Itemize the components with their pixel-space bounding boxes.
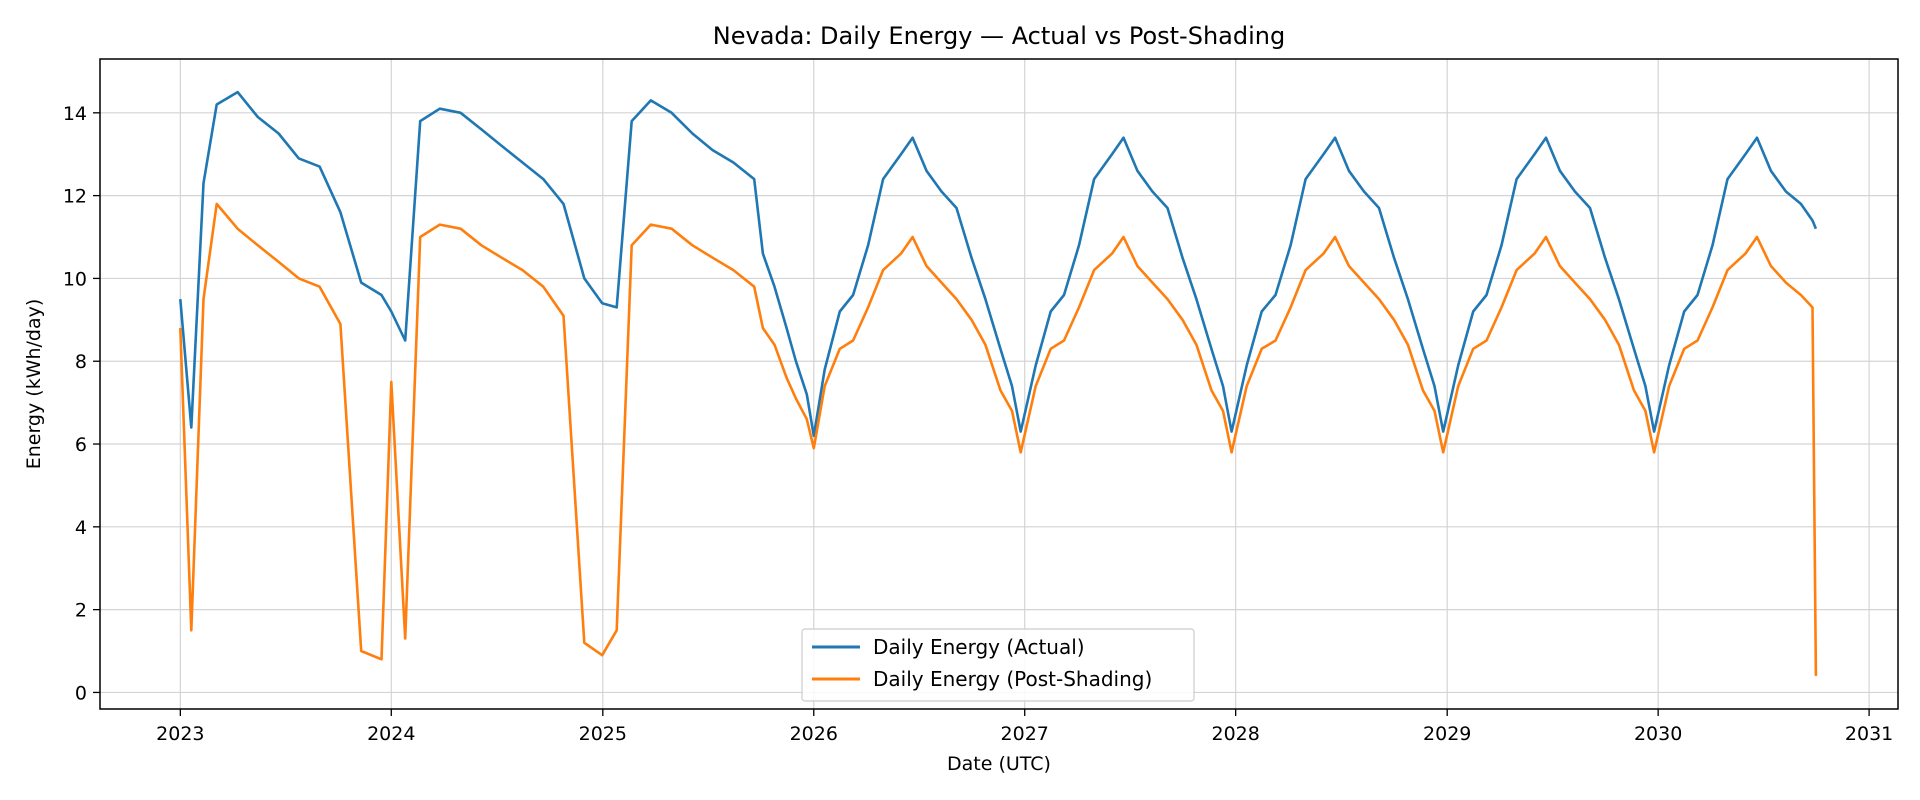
y-tick-label: 10 [63, 268, 87, 290]
legend-box [801, 628, 1195, 702]
x-tick-label: 2031 [1845, 723, 1893, 745]
series-line-actual [179, 90, 1818, 438]
y-tick-label: 12 [63, 186, 87, 208]
y-tick-label: 8 [75, 351, 87, 373]
y-tick-label: 4 [75, 517, 87, 539]
y-tick-label: 0 [75, 682, 87, 704]
x-tick-label: 2023 [156, 723, 204, 745]
plot-frame [99, 58, 1899, 710]
axis-ticks: 2023 2024 2025 2026 2027 2028 2029 2030 2031 0 2 4 6… [63, 103, 1893, 745]
y-tick-label: 2 [75, 600, 87, 622]
y-tick-label: 14 [63, 103, 87, 125]
y-tick-label: 6 [75, 434, 87, 456]
x-tick-label: 2029 [1423, 723, 1471, 745]
y-axis-label: Energy (kWh/day) [23, 299, 45, 470]
legend-label-actual: Daily Energy (Actual) [873, 635, 1085, 659]
x-tick-label: 2028 [1211, 723, 1259, 745]
series-line-post-shading [179, 202, 1818, 676]
x-tick-label: 2030 [1634, 723, 1682, 745]
chart-title: Nevada: Daily Energy — Actual vs Post-Sh… [713, 22, 1285, 50]
x-tick-label: 2025 [579, 723, 627, 745]
x-axis-label: Date (UTC) [947, 753, 1051, 775]
series-lines [179, 90, 1818, 676]
x-tick-label: 2024 [367, 723, 415, 745]
legend-label-post-shading: Daily Energy (Post-Shading) [873, 667, 1152, 691]
x-tick-label: 2026 [790, 723, 838, 745]
legend: Daily Energy (Actual) Daily Energy (Post… [801, 628, 1195, 702]
x-tick-label: 2027 [1001, 723, 1049, 745]
